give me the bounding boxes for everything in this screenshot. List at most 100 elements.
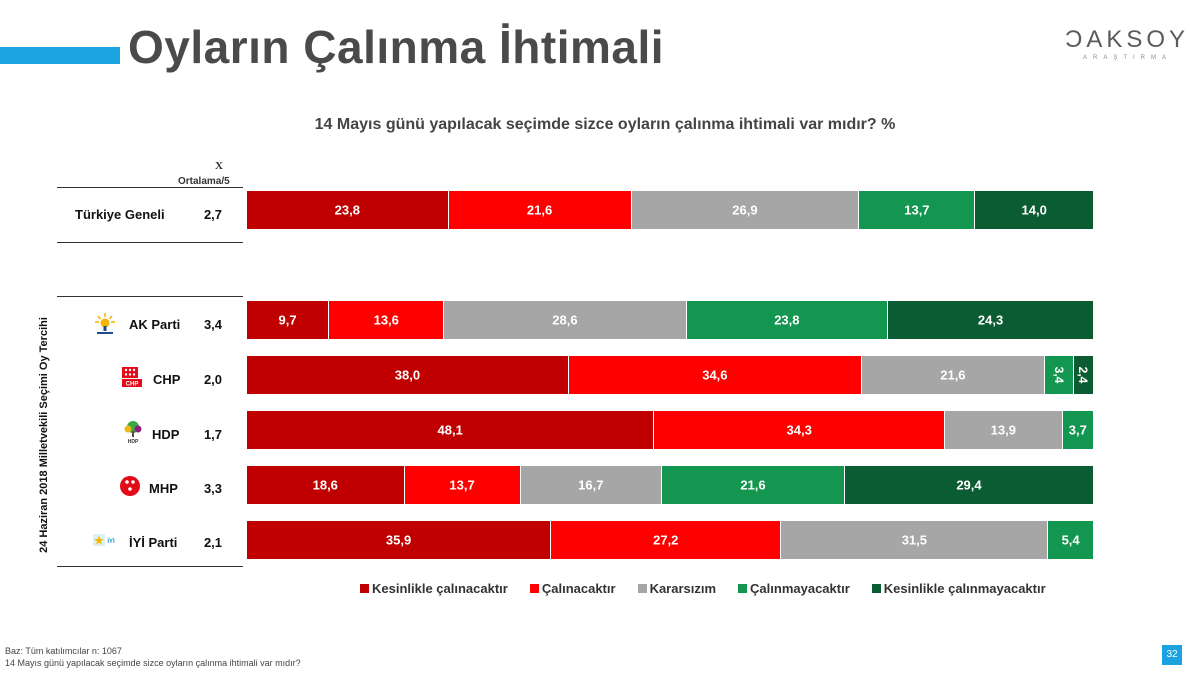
average-value: 1,7 xyxy=(203,427,223,442)
bar-segment: 24,3 xyxy=(888,301,1094,339)
svg-text:İYİ: İYİ xyxy=(107,538,115,545)
legend-item: Çalınmayacaktır xyxy=(738,580,850,596)
data-label: 24,3 xyxy=(977,312,1004,328)
legend-label: Çalınmayacaktır xyxy=(750,580,850,596)
bar-segment: 26,9 xyxy=(631,191,860,229)
bar-segment: 21,6 xyxy=(861,356,1045,394)
bar-segment: 29,4 xyxy=(844,466,1094,504)
legend-label: Kararsızım xyxy=(649,580,717,596)
bar-segment: 31,5 xyxy=(781,521,1049,559)
legend-item: Çalınacaktır xyxy=(529,580,616,596)
data-label: 38,0 xyxy=(394,367,421,383)
hdp-logo-icon: HDP xyxy=(120,420,146,445)
bar-row: 48,1 34,3 13,9 3,7 xyxy=(247,411,1094,449)
data-label: 13,6 xyxy=(373,312,399,328)
bar-segment: 2,4 xyxy=(1073,356,1094,394)
bar-segment: 18,6 xyxy=(247,466,405,504)
logo-subtitle: ARAŞTIRMA xyxy=(1083,55,1173,61)
legend-item: Kesinlikle çalınmayacaktır xyxy=(871,580,1046,596)
bar-segment: 3,7 xyxy=(1062,411,1094,449)
page-number: 32 xyxy=(1162,645,1182,665)
bar-segment: 48,1 xyxy=(247,411,655,449)
bar-segment: 13,6 xyxy=(329,301,445,339)
bar-row: 9,7 13,6 28,6 23,8 24,3 xyxy=(247,301,1094,339)
bar-segment: 23,8 xyxy=(247,191,449,229)
bar-segment: 13,7 xyxy=(859,191,976,229)
bar-segment: 13,7 xyxy=(404,466,521,504)
data-label: 48,1 xyxy=(437,422,463,438)
table-divider xyxy=(57,296,243,297)
average-header-x: X xyxy=(215,160,223,172)
bar-segment: 35,9 xyxy=(247,521,552,559)
data-label: 23,8 xyxy=(774,312,800,328)
data-label: 2,4 xyxy=(1076,366,1091,384)
bar-segment: 5,4 xyxy=(1048,521,1094,559)
category-label: MHP xyxy=(149,481,178,496)
chart-title: 14 Mayıs günü yapılacak seçimde sizce oy… xyxy=(314,116,896,133)
chp-logo-icon: CHP xyxy=(120,365,146,389)
bar-segment: 9,7 xyxy=(247,301,330,339)
footnote-question: 14 Mayıs günü yapılacak seçimde sizce oy… xyxy=(5,658,301,668)
data-label: 13,7 xyxy=(904,202,930,218)
bar-row: 38,0 34,6 21,6 3,4 2,4 xyxy=(247,356,1094,394)
bar-segment: 21,6 xyxy=(662,466,845,504)
data-label: 34,3 xyxy=(786,422,812,438)
legend-item: Kararsızım xyxy=(637,580,717,596)
data-label: 9,7 xyxy=(278,312,297,328)
data-label: 14,0 xyxy=(1021,202,1047,218)
legend-swatch xyxy=(738,583,748,593)
bar-row: 23,8 21,6 26,9 13,7 14,0 xyxy=(247,191,1094,229)
legend-label: Kesinlikle çalınmayacaktır xyxy=(883,580,1046,596)
category-label: İYİ Parti xyxy=(129,535,178,550)
title-accent-bar xyxy=(0,47,120,64)
legend-swatch xyxy=(360,583,369,593)
average-value: 3,3 xyxy=(203,481,223,496)
bar-segment: 28,6 xyxy=(444,301,687,339)
page-title: Oyların Çalınma İhtimali xyxy=(128,21,665,73)
logo-wordmark: ƆAKSOY xyxy=(1065,26,1190,53)
bar-segment: 34,3 xyxy=(654,411,945,449)
average-value: 2,0 xyxy=(203,372,223,387)
bar-segment: 3,4 xyxy=(1044,356,1074,394)
data-label: 21,6 xyxy=(940,367,966,383)
bar-segment: 14,0 xyxy=(975,191,1094,229)
data-label: 18,6 xyxy=(312,477,338,493)
bar-segment: 23,8 xyxy=(686,301,889,339)
category-label: AK Parti xyxy=(129,317,181,332)
average-value: 2,1 xyxy=(203,535,223,550)
data-label: 28,6 xyxy=(552,312,578,328)
data-label: 13,7 xyxy=(449,477,475,493)
category-label: Türkiye Geneli xyxy=(75,207,165,222)
footnote-base: Baz: Tüm katılımcılar n: 1067 xyxy=(5,646,122,656)
data-label: 21,6 xyxy=(526,202,553,218)
data-label: 23,8 xyxy=(334,202,360,218)
data-label: 26,9 xyxy=(732,202,758,218)
svg-text:HDP: HDP xyxy=(128,439,139,444)
legend-label: Kesinlikle çalınacaktır xyxy=(372,580,508,596)
table-divider xyxy=(57,242,243,243)
legend-label: Çalınacaktır xyxy=(541,580,616,596)
bar-segment: 21,6 xyxy=(448,191,632,229)
bar-segment: 13,9 xyxy=(944,411,1063,449)
data-label: 5,4 xyxy=(1061,532,1080,548)
data-label: 31,5 xyxy=(901,532,927,548)
data-label: 27,2 xyxy=(653,532,679,548)
legend-swatch xyxy=(871,583,881,593)
data-label: 34,6 xyxy=(702,367,728,383)
bar-segment: 27,2 xyxy=(551,521,782,559)
svg-text:CHP: CHP xyxy=(126,382,139,388)
bar-segment: 16,7 xyxy=(520,466,663,504)
category-label: HDP xyxy=(152,427,180,442)
bar-row: 18,6 13,7 16,7 21,6 29,4 xyxy=(247,466,1094,504)
iyi-parti-logo-icon: İYİ xyxy=(92,529,118,553)
table-divider xyxy=(57,566,243,567)
mhp-logo-icon xyxy=(117,474,143,498)
legend-swatch xyxy=(637,583,647,593)
data-label: 3,4 xyxy=(1051,366,1066,384)
data-label: 35,9 xyxy=(385,532,412,548)
bar-segment: 34,6 xyxy=(568,356,862,394)
data-label: 29,4 xyxy=(956,477,982,493)
bar-row: 35,9 27,2 31,5 5,4 xyxy=(247,521,1094,559)
category-label: CHP xyxy=(153,372,181,387)
average-header: Ortalama/5 xyxy=(178,176,230,187)
